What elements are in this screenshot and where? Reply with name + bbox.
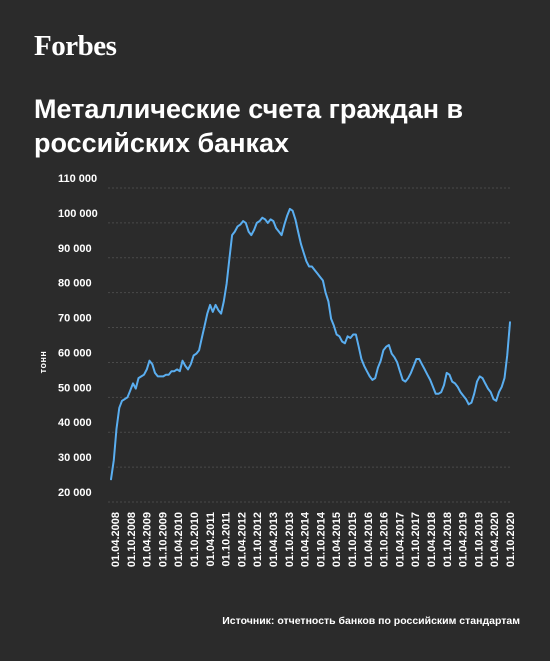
x-tick-label: 01.04.2008 bbox=[110, 512, 122, 567]
x-tick-label: 01.10.2016 bbox=[379, 512, 391, 567]
y-tick-label: 80 000 bbox=[58, 278, 92, 290]
x-tick-label: 01.04.2017 bbox=[394, 512, 406, 567]
x-tick-label: 01.04.2011 bbox=[205, 512, 217, 566]
y-tick-label: 110 000 bbox=[58, 173, 97, 185]
x-tick-label: 01.04.2016 bbox=[363, 512, 375, 567]
y-tick-label: 70 000 bbox=[58, 313, 92, 325]
source-note: Источник: отчетность банков по российски… bbox=[222, 615, 520, 627]
x-axis-ticks: 01.04.2008 01.10.2008 01.04.2009 01.10.2009… bbox=[110, 511, 517, 567]
x-tick-label: 01.04.2012 bbox=[236, 512, 248, 567]
x-tick-label: 01.10.2020 bbox=[505, 512, 517, 567]
y-tick-label: 90 000 bbox=[58, 243, 92, 255]
x-tick-label: 01.04.2015 bbox=[331, 512, 343, 567]
x-tick-label: 01.10.2011 bbox=[221, 512, 233, 566]
y-tick-label: 50 000 bbox=[58, 382, 92, 394]
x-tick-label: 01.04.2009 bbox=[142, 512, 154, 567]
y-axis-ticks: 20 000 30 000 40 000 50 000 60 000 70 000 80 0… bbox=[58, 173, 98, 499]
x-tick-label: 01.10.2015 bbox=[347, 512, 359, 567]
x-tick-label: 01.04.2010 bbox=[173, 512, 185, 567]
x-tick-label: 01.04.2019 bbox=[458, 512, 470, 567]
forbes-logo: Forbes bbox=[34, 30, 117, 62]
x-tick-label: 01.10.2010 bbox=[189, 512, 201, 567]
x-tick-label: 01.10.2019 bbox=[473, 512, 485, 567]
x-tick-label: 01.10.2018 bbox=[442, 512, 454, 567]
series-line bbox=[110, 207, 511, 481]
x-tick-label: 01.04.2020 bbox=[489, 512, 501, 567]
y-axis-title: тонн bbox=[38, 351, 48, 374]
y-tick-label: 60 000 bbox=[58, 347, 92, 359]
x-tick-label: 01.10.2017 bbox=[410, 512, 422, 567]
chart-title: Металлические счета граждан в российских… bbox=[34, 94, 464, 158]
x-tick-label: 01.10.2012 bbox=[252, 512, 264, 567]
x-tick-label: 01.10.2008 bbox=[126, 512, 138, 567]
x-tick-label: 01.10.2014 bbox=[315, 511, 327, 567]
y-tick-label: 100 000 bbox=[58, 208, 98, 220]
x-tick-label: 01.04.2014 bbox=[300, 511, 312, 567]
x-tick-label: 01.04.2018 bbox=[426, 512, 438, 567]
x-tick-label: 01.04.2013 bbox=[268, 512, 280, 567]
grid-lines bbox=[108, 187, 512, 503]
y-tick-label: 40 000 bbox=[58, 417, 92, 429]
y-tick-label: 20 000 bbox=[58, 487, 92, 499]
y-tick-label: 30 000 bbox=[58, 452, 92, 464]
x-tick-label: 01.10.2013 bbox=[284, 512, 296, 567]
x-tick-label: 01.10.2009 bbox=[157, 512, 169, 567]
